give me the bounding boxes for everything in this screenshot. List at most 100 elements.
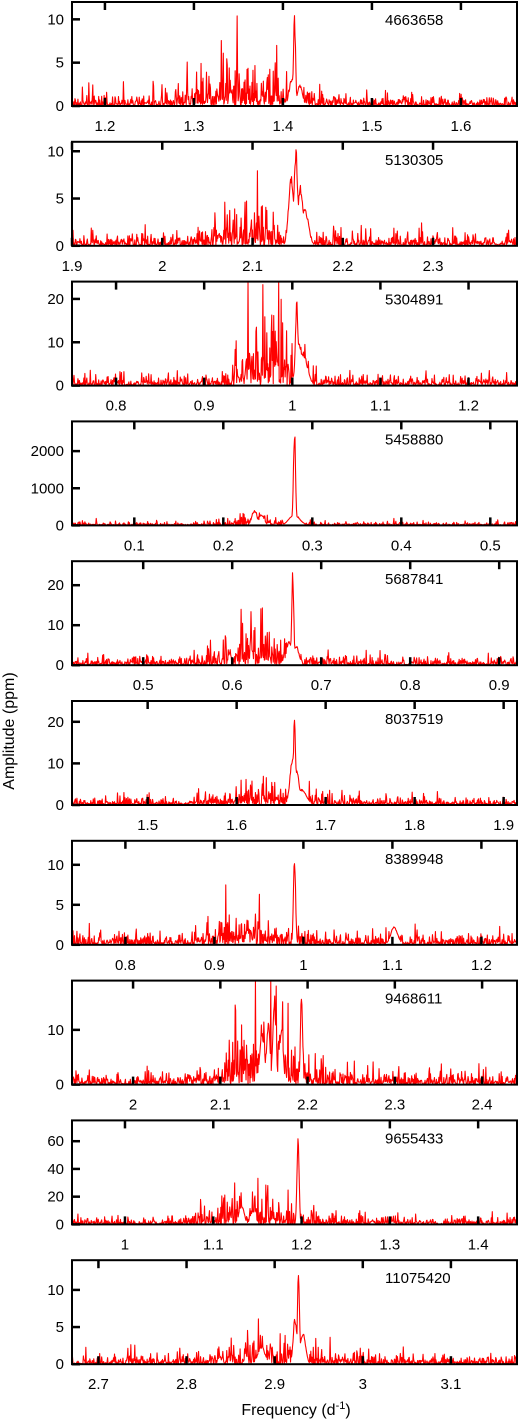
x-tick-label: 1.2 bbox=[291, 1236, 312, 1253]
x-tick-label: 2.8 bbox=[176, 1376, 197, 1393]
y-tick-label: 0 bbox=[56, 1356, 64, 1373]
y-tick-label: 10 bbox=[47, 755, 64, 772]
x-tick-label: 1.9 bbox=[62, 258, 83, 275]
x-tick-label: 0.9 bbox=[204, 957, 225, 974]
x-tick-label: 2.1 bbox=[242, 258, 263, 275]
panel-frame-11075420 bbox=[71, 1259, 518, 1366]
x-tick-label: 0.4 bbox=[391, 537, 412, 554]
x-tick-label: 2 bbox=[158, 258, 166, 275]
x-tick-label: 2.3 bbox=[384, 1097, 405, 1114]
panel-frame-5130305 bbox=[71, 140, 518, 247]
series-line-8037519 bbox=[72, 719, 517, 805]
y-tick-label: 0 bbox=[56, 937, 64, 954]
y-tick-label: 5 bbox=[56, 191, 64, 208]
x-tick-label: 0.5 bbox=[133, 677, 154, 694]
panel-frame-9468611 bbox=[71, 979, 518, 1086]
panel-label: 5304891 bbox=[385, 292, 443, 309]
series-line-9655433 bbox=[72, 1138, 517, 1225]
y-tick-label: 60 bbox=[47, 1133, 64, 1150]
y-tick-label: 1000 bbox=[31, 480, 64, 497]
x-tick-label: 0.9 bbox=[194, 398, 215, 415]
series-line-5304891 bbox=[72, 281, 517, 386]
y-tick-label: 0 bbox=[56, 797, 64, 814]
x-tick-label: 2.9 bbox=[264, 1376, 285, 1393]
x-tick-label: 0.2 bbox=[213, 537, 234, 554]
y-tick-label: 10 bbox=[47, 1022, 64, 1039]
y-tick-label: 5 bbox=[56, 1319, 64, 1336]
x-tick-label: 3 bbox=[359, 1376, 367, 1393]
panel-label: 5130305 bbox=[385, 152, 443, 169]
panel-label: 9655433 bbox=[385, 1130, 443, 1147]
series-line-5130305 bbox=[72, 149, 517, 246]
panel-frame-9655433 bbox=[71, 1119, 518, 1226]
x-tick-label: 3.1 bbox=[440, 1376, 461, 1393]
x-tick-label: 1.4 bbox=[273, 118, 294, 135]
x-tick-label: 1.9 bbox=[493, 817, 514, 834]
panel-label: 8037519 bbox=[385, 711, 443, 728]
y-tick-label: 10 bbox=[47, 334, 64, 351]
x-tick-label: 0.1 bbox=[124, 537, 145, 554]
y-tick-label: 20 bbox=[47, 291, 64, 308]
panel-label: 9468611 bbox=[385, 991, 442, 1008]
x-tick-label: 1.6 bbox=[451, 118, 472, 135]
y-tick-label: 5 bbox=[56, 55, 64, 72]
x-tick-label: 1.1 bbox=[382, 957, 403, 974]
panel-frame-8389948 bbox=[71, 839, 518, 946]
series-line-9468611 bbox=[72, 980, 517, 1085]
y-tick-label: 0 bbox=[56, 238, 64, 255]
panel-frame-5304891 bbox=[71, 280, 518, 387]
panel-label: 11075420 bbox=[385, 1270, 451, 1287]
series-line-5687841 bbox=[72, 572, 517, 666]
panel-frame-8037519 bbox=[71, 700, 518, 806]
y-tick-label: 20 bbox=[47, 1189, 64, 1206]
panel-label: 5687841 bbox=[385, 571, 443, 588]
y-tick-label: 40 bbox=[47, 1161, 64, 1178]
x-tick-label: 1.1 bbox=[203, 1236, 224, 1253]
x-tick-label: 1.2 bbox=[95, 118, 116, 135]
series-line-5458880 bbox=[72, 436, 517, 526]
x-tick-label: 0.5 bbox=[480, 537, 501, 554]
x-tick-label: 1 bbox=[121, 1236, 129, 1253]
y-tick-label: 0 bbox=[56, 657, 64, 674]
x-axis-label: Frequency (d-1) bbox=[241, 1400, 350, 1419]
x-tick-label: 0.3 bbox=[302, 537, 323, 554]
y-tick-label: 0 bbox=[56, 1077, 64, 1094]
x-tick-label: 0.7 bbox=[311, 677, 332, 694]
panel-label: 5458880 bbox=[385, 431, 443, 448]
y-tick-label: 10 bbox=[47, 1282, 64, 1299]
x-tick-label: 1.2 bbox=[471, 957, 492, 974]
x-tick-label: 2.1 bbox=[210, 1097, 231, 1114]
y-tick-label: 0 bbox=[56, 1216, 64, 1233]
y-tick-label: 10 bbox=[47, 11, 64, 28]
x-tick-label: 2.2 bbox=[297, 1097, 318, 1114]
x-tick-label: 1.7 bbox=[315, 817, 336, 834]
x-tick-label: 0.6 bbox=[222, 677, 243, 694]
panel-frame-5687841 bbox=[71, 560, 518, 667]
y-tick-label: 10 bbox=[47, 143, 64, 160]
y-tick-label: 5 bbox=[56, 897, 64, 914]
x-tick-label: 0.9 bbox=[489, 677, 510, 694]
x-tick-label: 2.3 bbox=[423, 258, 444, 275]
x-tick-label: 2 bbox=[129, 1097, 137, 1114]
series-line-11075420 bbox=[72, 1275, 517, 1365]
y-tick-label: 10 bbox=[47, 857, 64, 874]
x-tick-label: 1.3 bbox=[184, 118, 205, 135]
x-tick-label: 1 bbox=[299, 957, 307, 974]
x-tick-label: 0.8 bbox=[115, 957, 136, 974]
panel-frame-4663658 bbox=[71, 1, 518, 107]
y-axis-label: Amplitude (ppm) bbox=[1, 672, 18, 789]
x-tick-label: 1.5 bbox=[362, 118, 383, 135]
x-tick-label: 1.5 bbox=[137, 817, 158, 834]
y-tick-label: 2000 bbox=[31, 443, 64, 460]
x-tick-label: 2.4 bbox=[472, 1097, 493, 1114]
x-tick-label: 2.7 bbox=[88, 1376, 109, 1393]
x-tick-label: 1.1 bbox=[370, 398, 391, 415]
y-tick-label: 10 bbox=[47, 617, 64, 634]
panel-frame-5458880 bbox=[71, 420, 518, 527]
series-line-4663658 bbox=[72, 15, 517, 106]
x-tick-label: 1.3 bbox=[379, 1236, 400, 1253]
x-tick-label: 0.8 bbox=[400, 677, 421, 694]
panel-label: 8389948 bbox=[385, 851, 443, 868]
y-tick-label: 0 bbox=[56, 378, 64, 395]
